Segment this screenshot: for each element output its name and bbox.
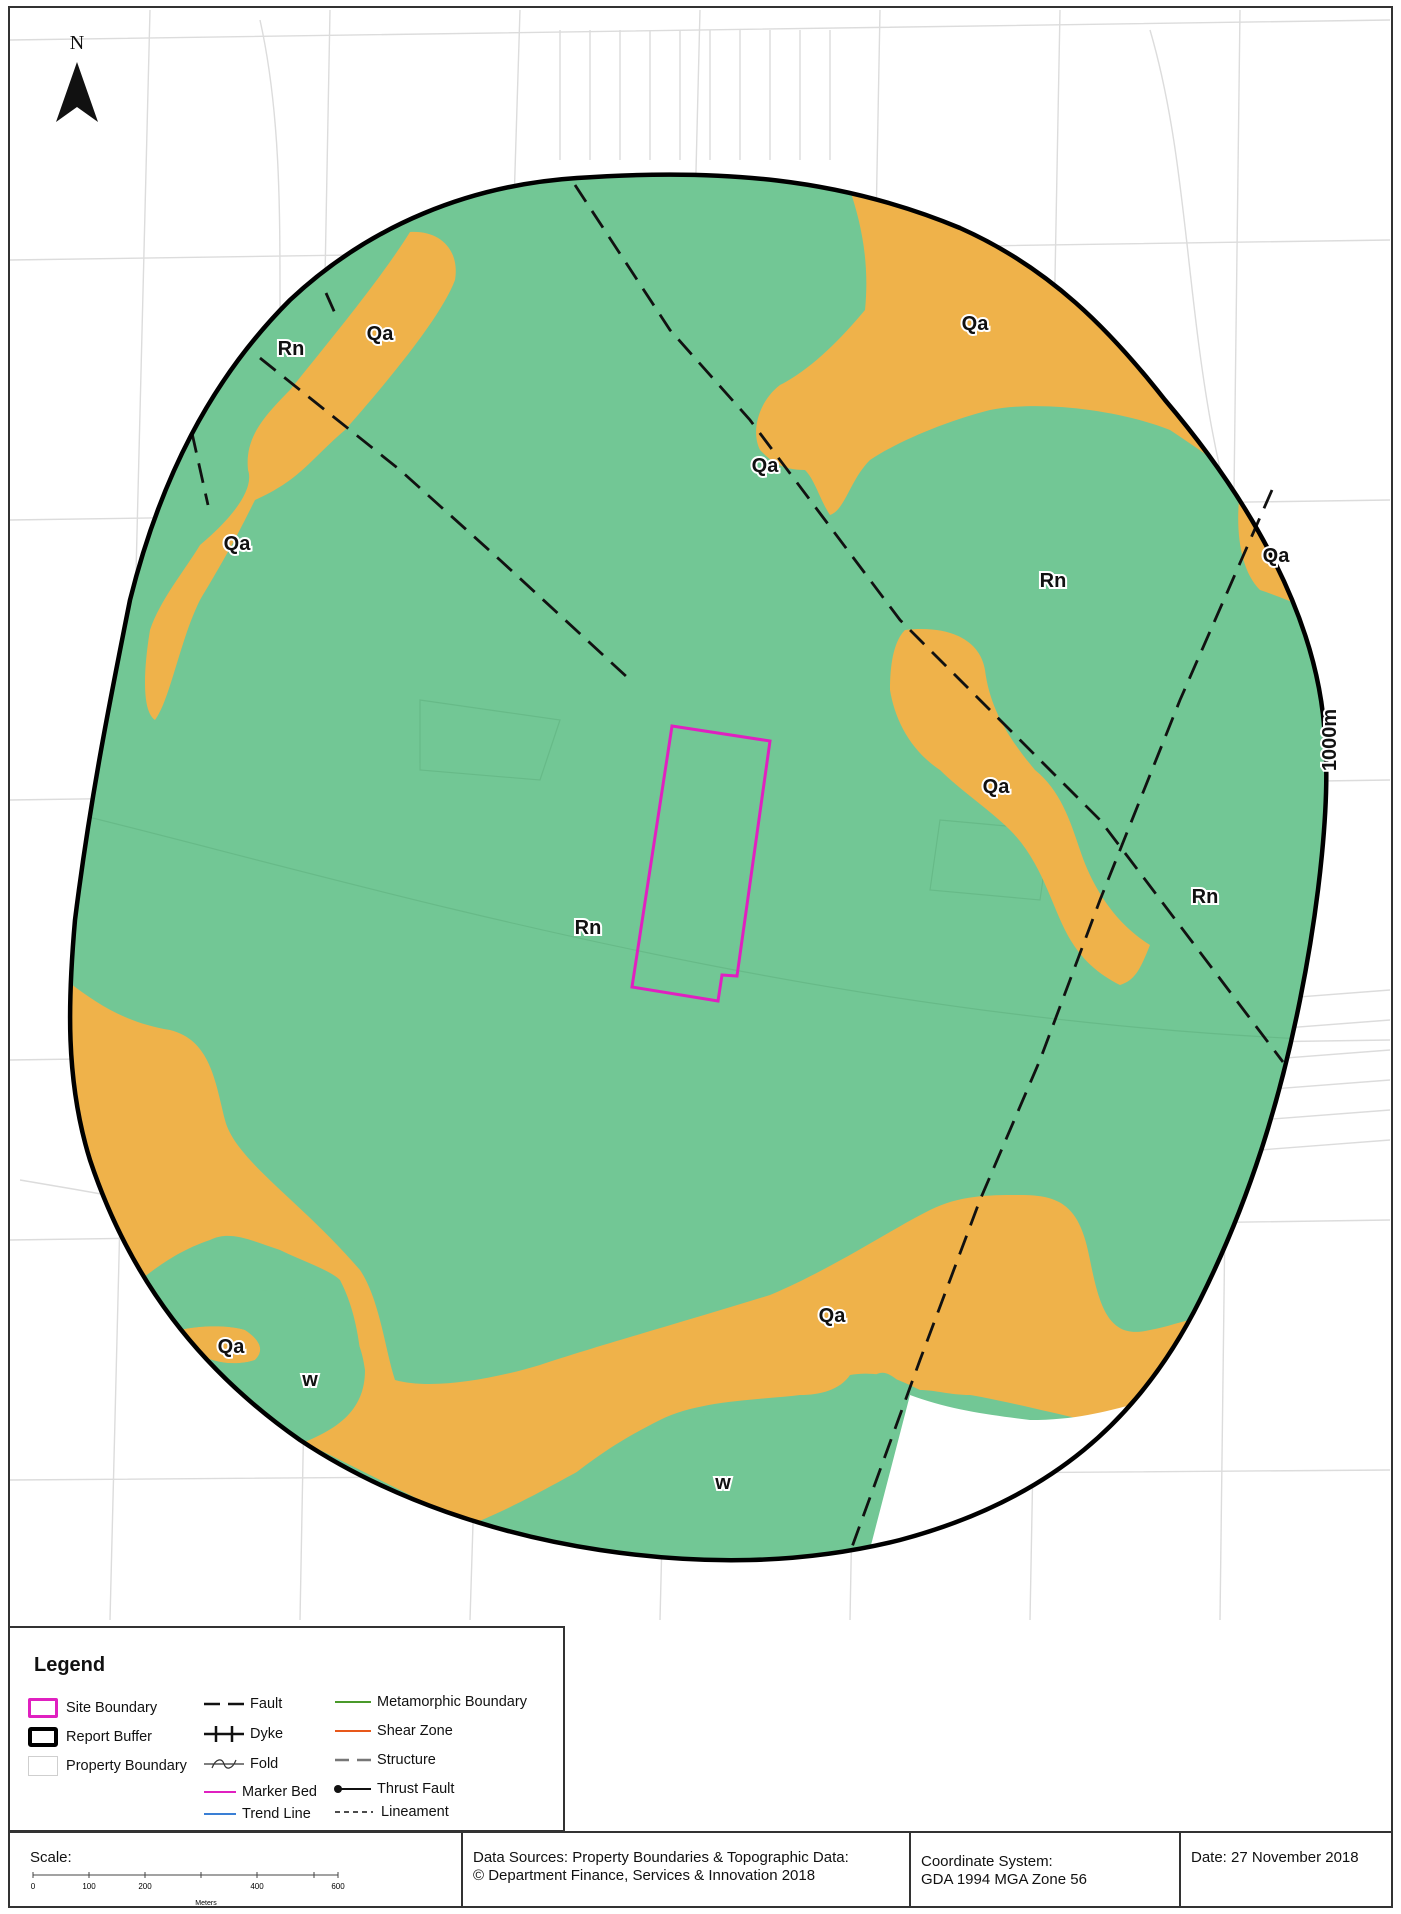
coordinate-system-cell: Coordinate System: GDA 1994 MGA Zone 56 <box>911 1833 1181 1908</box>
legend-item-site-boundary: Site Boundary <box>28 1698 157 1718</box>
qa-nw-polygon <box>145 231 456 720</box>
unit-label-w-s: w <box>714 1472 731 1494</box>
site-boundary[interactable] <box>630 724 772 1003</box>
unit-label-rn-nw: Rn <box>278 338 305 360</box>
data-sources-line-2: © Department Finance, Services & Innovat… <box>473 1867 816 1884</box>
report-buffer-outline <box>67 172 1329 1563</box>
legend-item-thrust-fault: Thrust Fault <box>333 1781 454 1797</box>
legend-label-fault: Fault <box>250 1696 283 1713</box>
scale-tick-100: 100 <box>82 1882 96 1891</box>
legend-title: Legend <box>34 1654 106 1676</box>
shear-zone-line-icon <box>335 1730 371 1733</box>
scale-tick-200: 200 <box>138 1882 152 1891</box>
unit-label-rn-ne: Rn <box>1040 570 1067 592</box>
buffer-distance-label: 1000m <box>1319 709 1341 771</box>
legend-item-report-buffer: Report Buffer <box>28 1727 152 1747</box>
unit-label-qa-sw: Qa <box>218 1336 246 1358</box>
legend-item-property-boundary: Property Boundary <box>28 1756 187 1776</box>
data-sources-line-1: Data Sources: Property Boundaries & Topo… <box>473 1849 849 1866</box>
lineament-line-icon <box>335 1811 373 1813</box>
legend-label-dyke: Dyke <box>250 1726 284 1742</box>
legend-label-trend-line: Trend Line <box>242 1806 311 1823</box>
legend-item-fold: Fold <box>202 1755 278 1773</box>
fault-4 <box>190 432 210 506</box>
fault-5 <box>324 292 340 321</box>
legend-label-structure: Structure <box>377 1752 436 1769</box>
unit-w-polygons <box>140 1288 910 1545</box>
unit-label-qa-e: Qa <box>1263 545 1291 567</box>
thrust-fault-line-icon <box>334 1785 371 1794</box>
legend-item-lineament: Lineament <box>333 1804 449 1820</box>
north-arrow-icon: N <box>56 32 98 122</box>
qa-center-e-polygon <box>890 629 1150 985</box>
legend-item-dyke: Dyke <box>202 1725 283 1743</box>
w-sw-polygon <box>140 1288 365 1447</box>
scale-tick-0: 0 <box>31 1882 36 1891</box>
scale-bar: 0 100 200 400 600 Meters <box>31 1872 345 1907</box>
coordinate-system-value: GDA 1994 MGA Zone 56 <box>921 1871 1087 1888</box>
legend-item-trend-line: Trend Line <box>202 1806 311 1822</box>
unit-label-qa-w: Qa <box>224 533 252 555</box>
legend-label-marker-bed: Marker Bed <box>242 1784 317 1801</box>
trend-line-icon <box>204 1813 236 1816</box>
data-sources-cell: Data Sources: Property Boundaries & Topo… <box>463 1833 911 1908</box>
legend-label-site-boundary: Site Boundary <box>66 1700 158 1716</box>
marker-bed-line-icon <box>204 1791 236 1794</box>
map-date: Date: 27 November 2018 <box>1191 1849 1359 1866</box>
legend-item-fault: Fault <box>202 1696 282 1712</box>
qa-s-polygon <box>70 960 1230 1525</box>
unit-label-rn-center: Rn <box>575 917 602 939</box>
w-s-polygon <box>470 1372 910 1545</box>
site-boundary-swatch-icon <box>28 1698 58 1718</box>
date-cell: Date: 27 November 2018 <box>1181 1833 1391 1908</box>
fault-2 <box>850 489 1274 1548</box>
scale-units: Meters <box>195 1900 217 1907</box>
fault-line-icon <box>204 1702 244 1706</box>
legend-item-marker-bed: Marker Bed <box>202 1784 317 1800</box>
legend-label-thrust-fault: Thrust Fault <box>377 1781 455 1798</box>
unit-label-qa-center-n: Qa <box>752 455 780 477</box>
north-label: N <box>70 32 84 54</box>
legend-item-structure: Structure <box>333 1752 436 1768</box>
map-footer: Scale: 0 100 200 400 600 Meters Data Sou… <box>8 1831 1393 1908</box>
scale-label: Scale: <box>30 1849 72 1866</box>
unit-label-qa-s: Qa <box>819 1305 847 1327</box>
legend-item-shear-zone: Shear Zone <box>333 1723 453 1739</box>
coordinate-system-label: Coordinate System: <box>921 1853 1053 1870</box>
legend-label-fold: Fold <box>250 1756 279 1772</box>
scale-cell: Scale: 0 100 200 400 600 Meters <box>8 1833 463 1908</box>
legend-label-report-buffer: Report Buffer <box>66 1729 153 1745</box>
unit-labels: Qa Rn Qa Qa Qa Qa Rn Qa Rn Rn Qa Qa w w <box>216 311 1293 1496</box>
unit-label-qa-nw: Qa <box>367 323 395 345</box>
unit-label-qa-center-e: Qa <box>983 776 1011 798</box>
geology-map[interactable]: 1000m Qa Rn Qa Qa Qa Qa Rn Qa Rn Rn Qa Q… <box>0 0 1401 1626</box>
geology-units <box>70 174 1327 1561</box>
fold-line-icon <box>204 1759 244 1769</box>
legend-label-lineament: Lineament <box>381 1804 449 1821</box>
report-buffer-swatch-icon <box>28 1727 58 1747</box>
unit-label-w-sw: w <box>301 1369 318 1391</box>
fault-1 <box>573 184 1285 1063</box>
legend-item-metamorphic-boundary: Metamorphic Boundary <box>333 1694 527 1710</box>
structure-line-icon <box>335 1758 371 1762</box>
metamorphic-boundary-line-icon <box>335 1701 371 1704</box>
property-boundary-swatch-icon <box>28 1756 58 1776</box>
unit-label-rn-e: Rn <box>1192 886 1219 908</box>
legend-panel: Legend Site Boundary Report Buffer Prope… <box>8 1626 565 1832</box>
legend-label-shear-zone: Shear Zone <box>377 1723 453 1740</box>
dyke-line-icon <box>204 1726 244 1742</box>
fault-lines <box>190 184 1285 1548</box>
legend-label-property-boundary: Property Boundary <box>66 1758 187 1774</box>
legend-label-metamorphic-boundary: Metamorphic Boundary <box>377 1694 527 1711</box>
unit-label-qa-ne: Qa <box>962 313 990 335</box>
scale-tick-400: 400 <box>250 1882 264 1891</box>
scale-tick-600: 600 <box>331 1882 345 1891</box>
